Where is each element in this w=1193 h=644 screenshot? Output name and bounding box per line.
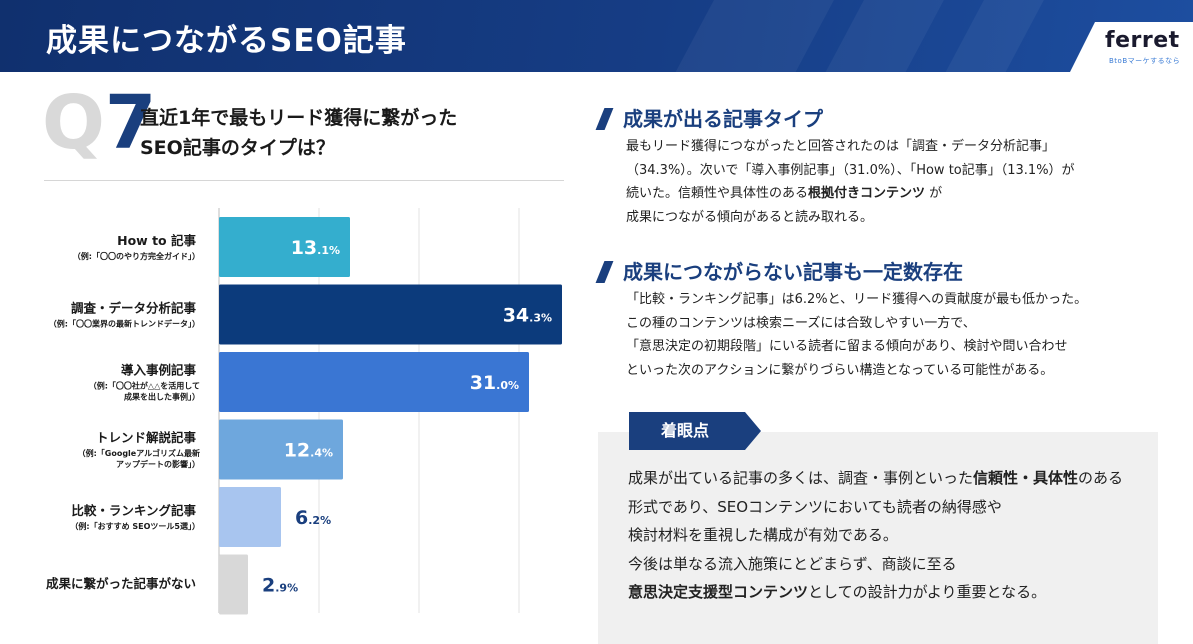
data-label: 31.0% bbox=[470, 372, 519, 394]
section2-line: 「比較・ランキング記事」は6.2%と、リード獲得への貢献度が最も低かった。 bbox=[626, 292, 1088, 307]
section2-line: この種のコンテンツは検索ニーズには合致しやすい一方で、 bbox=[626, 315, 976, 331]
section1-line: 続いた。信頼性や具体性のある根拠付きコンテンツ が bbox=[626, 186, 943, 201]
section1-title: 成果が出る記事タイプ bbox=[623, 107, 823, 131]
question-text: 直近1年で最もリード獲得に繋がった SEO記事のタイプは？ bbox=[140, 103, 560, 163]
question-line-2: SEO記事のタイプは？ bbox=[140, 137, 335, 159]
question-number: Q7 bbox=[42, 86, 156, 160]
section-heading-effective: 成果が出る記事タイプ bbox=[595, 103, 823, 132]
section2-line: 「意思決定の初期段階」にいる読者に留まる傾向があり、検討や問い合わせ bbox=[626, 339, 1068, 354]
category-note: 成果を出した事例」） bbox=[124, 392, 200, 402]
category-note: （例:「Googleアルゴリズム最新 bbox=[78, 448, 200, 458]
logo-tagline: BtoBマーケするなら bbox=[1109, 57, 1181, 65]
question-digit: 7 bbox=[104, 80, 157, 166]
header-decoration bbox=[655, 0, 845, 72]
ferret-logo: ferret BtoBマーケするなら bbox=[1069, 22, 1193, 74]
data-label: 34.3% bbox=[503, 305, 552, 327]
focus-line: 成果が出ている記事の多くは、調査・事例といった信頼性・具体性のある bbox=[628, 469, 1124, 487]
category-note: （例:「おすすめ SEOツール5選」） bbox=[70, 521, 200, 531]
data-label: 6.2% bbox=[295, 507, 331, 529]
page-title: 成果につながるSEO記事 bbox=[46, 23, 407, 59]
question-q-letter: Q bbox=[42, 80, 105, 166]
logo-wordmark: ferret bbox=[1105, 28, 1180, 53]
focus-line: 意思決定支援型コンテンツとしての設計力がより重要となる。 bbox=[628, 583, 1047, 601]
category-label: 成果に繋がった記事がない bbox=[46, 576, 196, 591]
section2-line: といった次のアクションに繋がりづらい構造となっている可能性がある。 bbox=[626, 362, 1054, 378]
bar bbox=[219, 352, 529, 412]
heading-slash-icon bbox=[595, 261, 614, 283]
section-heading-ineffective: 成果につながらない記事も一定数存在 bbox=[595, 256, 963, 285]
section2-body: 「比較・ランキング記事」は6.2%と、リード獲得への貢献度が最も低かった。 この種… bbox=[626, 288, 1087, 382]
focus-panel bbox=[598, 432, 1158, 644]
focus-tag: 着眼点 bbox=[629, 412, 761, 450]
focus-emphasis: 意思決定支援型コンテンツ bbox=[628, 583, 809, 601]
question-divider bbox=[44, 180, 564, 181]
bar bbox=[219, 217, 350, 277]
category-note: （例:「〇〇社が△△を活用して bbox=[89, 381, 200, 391]
bar-chart: 13.1% How to 記事 （例:「〇〇のやり方完全ガイド」） 34.3% 調査・デ… bbox=[46, 208, 562, 615]
section1-body: 最もリード獲得につながったと回答されたのは「調査・データ分析記事」 （34.3%）… bbox=[626, 135, 1075, 229]
focus-line: 今後は単なる流入施策にとどまらず、商談に至る bbox=[628, 554, 957, 573]
section1-emphasis: 根拠付きコンテンツ bbox=[808, 186, 926, 201]
section2-title: 成果につながらない記事も一定数存在 bbox=[623, 260, 963, 284]
bar bbox=[219, 419, 343, 480]
category-label: トレンド解説記事 bbox=[96, 430, 197, 445]
category-note: （例:「〇〇業界の最新トレンドデータ」） bbox=[49, 319, 200, 329]
focus-body: 成果が出ている記事の多くは、調査・事例といった信頼性・具体性のある 形式であり、S… bbox=[628, 464, 1123, 607]
bar bbox=[219, 554, 248, 615]
data-label: 12.4% bbox=[284, 440, 333, 462]
focus-emphasis: 信頼性・具体性 bbox=[973, 469, 1079, 487]
data-label: 2.9% bbox=[262, 575, 298, 597]
category-label: 比較・ランキング記事 bbox=[71, 503, 196, 518]
header-banner: 成果につながるSEO記事 bbox=[0, 0, 1193, 72]
category-label: How to 記事 bbox=[117, 233, 196, 248]
focus-line: 検討材料を重視した構成が有効である。 bbox=[628, 526, 898, 544]
category-label: 導入事例記事 bbox=[121, 363, 197, 378]
data-label: 13.1% bbox=[291, 237, 340, 259]
section1-line: （34.3%）。次いで「導入事例記事」（31.0%）、「How to記事」（13… bbox=[626, 162, 1075, 178]
heading-slash-icon bbox=[595, 108, 614, 130]
category-note: アップデートの影響」） bbox=[116, 459, 200, 469]
section1-line: 成果につながる傾向があると読み取れる。 bbox=[626, 209, 874, 225]
category-note: （例:「〇〇のやり方完全ガイド」） bbox=[73, 251, 200, 261]
header-decoration bbox=[925, 0, 1055, 72]
focus-line: 形式であり、SEOコンテンツにおいても読者の納得感や bbox=[628, 497, 1002, 516]
bar bbox=[219, 284, 562, 345]
section1-line: 最もリード獲得につながったと回答されたのは「調査・データ分析記事」 bbox=[626, 139, 1056, 154]
category-label: 調査・データ分析記事 bbox=[71, 301, 197, 316]
bar bbox=[219, 487, 281, 547]
question-line-1: 直近1年で最もリード獲得に繋がった bbox=[140, 107, 458, 129]
